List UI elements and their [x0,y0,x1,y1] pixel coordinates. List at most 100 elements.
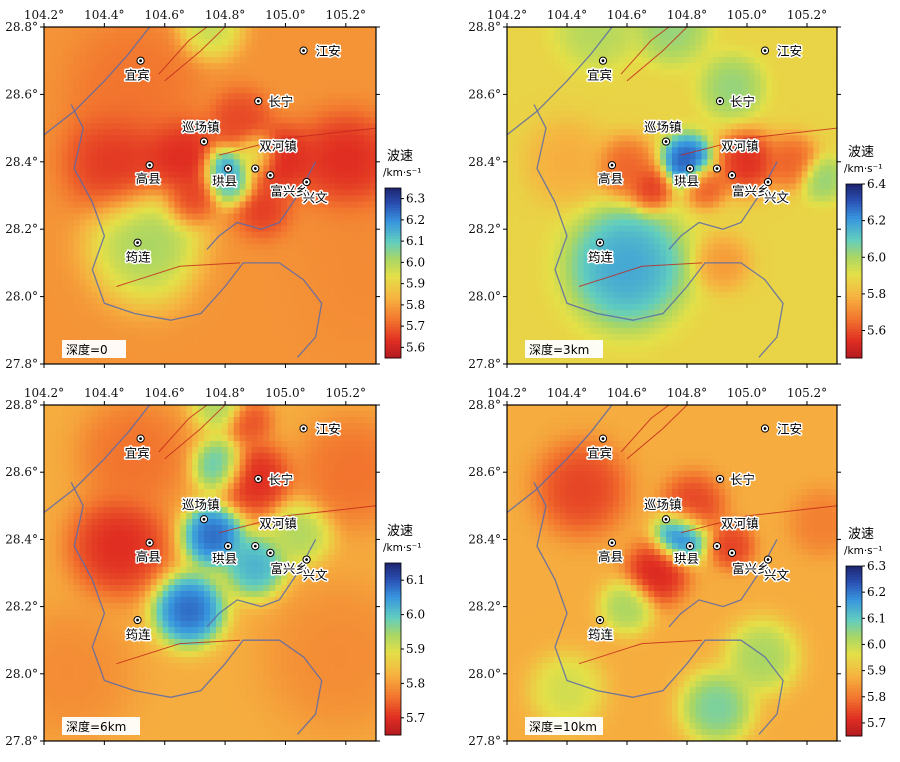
colorbar-segment [846,639,862,643]
site-marker-dot [305,558,308,561]
colorbar-segment [846,631,862,635]
colorbar-segment [846,227,862,231]
site-label: 宜宾 [587,446,612,461]
colorbar-segment [385,637,401,641]
colorbar-segment [846,346,862,350]
colorbar-segment [385,689,401,693]
colorbar-segment [385,597,401,601]
depth-label: 深度=0 [62,340,126,358]
colorbar-segment [385,233,401,237]
colorbar-segment [846,213,862,217]
site-marker-dot [763,427,767,430]
colorbar-segment [385,329,401,333]
site-marker-dot [601,59,605,63]
site-marker-dot [268,551,272,555]
site-marker-dot [226,544,230,548]
colorbar-segment [385,278,401,282]
county-boundary [70,104,323,358]
depth-label-text: 深度=3km [529,342,589,357]
colorbar-segment [385,224,401,229]
colorbar-tick-label: 6.0 [867,250,886,264]
county-boundary [507,27,613,136]
depth-label: 深度=3km [525,340,603,358]
site-label: 筠连 [126,250,152,265]
panel-4: 104.2° 104.4° 104.6° 104.8° 105.0° 105.2° 28.8… [468,386,886,748]
colorbar-segment [385,628,401,633]
y-tick-label: 28.0° [5,290,38,304]
site-marker-dot [136,618,139,622]
county-boundary [533,104,784,358]
colorbar-segment [385,634,401,639]
x-tick-label: 105.0° [727,8,767,22]
colorbar-segment [846,710,862,714]
colorbar-segment [385,720,401,725]
colorbar-segment [846,192,862,197]
y-tick-label: 28.8° [468,398,501,412]
colorbar-segment [846,719,862,723]
colorbar-title: 波速 [387,524,413,539]
y-tick-label: 28.0° [468,667,501,681]
fault-line [626,27,688,82]
colorbar-segment [846,702,862,706]
site-marker-dot [730,173,734,177]
fault-line [620,27,670,75]
county-boundary [44,27,151,136]
y-tick-label: 28.6° [5,465,38,479]
colorbar-segment [385,264,401,268]
colorbar-segment [846,305,862,310]
colorbar-segment [846,724,862,728]
colorbar-segment [385,700,401,704]
colorbar-segment [846,704,862,709]
x-tick-label: 104.8° [667,8,707,22]
colorbar-segment [846,605,862,609]
site-marker-dot [256,477,260,481]
y-tick-label: 27.8° [5,734,38,748]
x-tick-label: 104.4° [547,8,587,22]
site-marker-dot [598,241,602,245]
colorbar-title: 波速 [387,149,413,164]
colorbar-segment [846,218,862,223]
colorbar-segment [385,298,401,302]
colorbar-segment [385,292,401,297]
map-overlay [44,27,376,358]
colorbar-segment [846,588,862,592]
colorbar-unit: /km·s⁻¹ [383,542,421,554]
colorbar-segment [385,626,401,630]
colorbar-tick-label: 6.1 [406,573,425,587]
colorbar-segment [846,656,862,660]
site-marker-dot [253,167,257,170]
y-tick-label: 28.4° [468,155,501,169]
colorbar-segment [385,640,401,644]
colorbar-frame [845,183,863,359]
colorbar-segment [385,669,401,673]
site-marker-dot [136,241,139,245]
y-tick-label: 28.8° [5,398,38,412]
fault-line [218,127,376,156]
colorbar-tick-label: 6.2 [867,585,886,599]
site-marker-dot [139,59,142,63]
colorbar-segment [385,692,401,696]
colorbar-segment [385,188,401,192]
colorbar-unit: /km·s⁻¹ [844,545,882,557]
colorbar-segment [846,352,862,356]
colorbar-segment [846,308,862,313]
colorbar-frame [845,565,863,737]
colorbar-segment [385,591,401,596]
colorbar-segment [846,242,862,246]
colorbar-segment [385,332,401,336]
depth-label-box [525,717,603,735]
x-tick-label: 105.2° [787,8,827,22]
site-marker-dot [664,517,668,521]
colorbar-segment [385,706,401,710]
colorbar-segment [385,343,401,348]
colorbar-segment [385,315,401,319]
colorbar-segment [385,697,401,702]
colorbar-segment [846,628,862,632]
site-label: 双河镇 [721,139,759,154]
colorbar-segment [385,580,401,584]
colorbar-segment [846,583,862,587]
site-label: 长宁 [730,472,755,487]
colorbar-segment [385,600,401,604]
site-marker-dot [202,140,206,143]
